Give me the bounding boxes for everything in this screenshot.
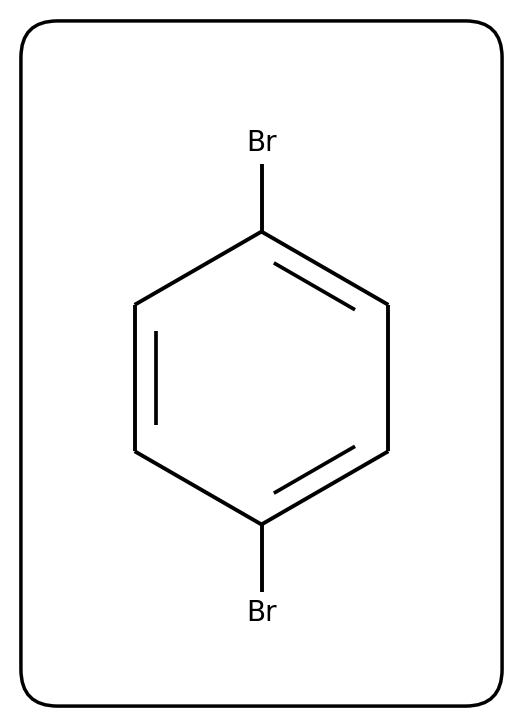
- Text: Br: Br: [246, 129, 277, 157]
- Text: Br: Br: [246, 599, 277, 627]
- FancyBboxPatch shape: [21, 21, 502, 706]
